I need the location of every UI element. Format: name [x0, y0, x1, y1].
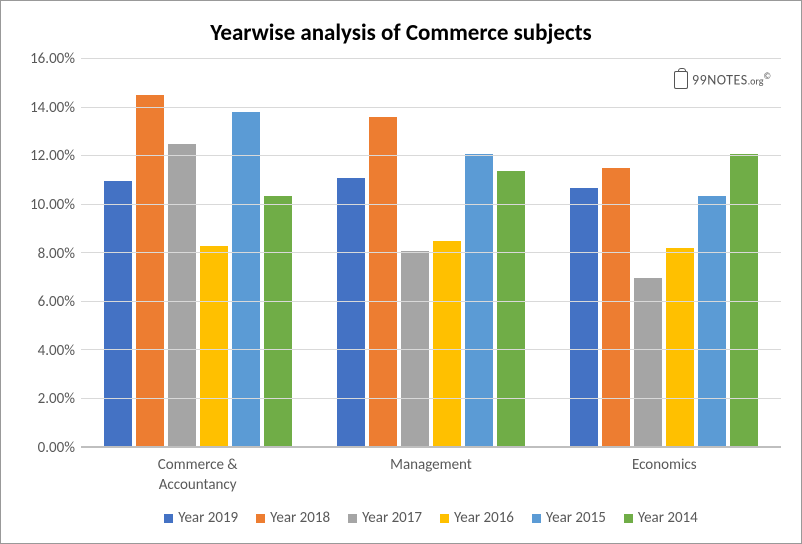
legend-swatch: [256, 514, 265, 523]
gridline: [81, 398, 781, 399]
legend-label: Year 2014: [638, 509, 698, 527]
bar: [698, 196, 726, 447]
x-axis-label: Commerce &Accountancy: [81, 456, 314, 495]
x-axis-label: Economics: [548, 456, 781, 495]
x-axis: Commerce &AccountancyManagementEconomics: [81, 456, 781, 495]
bar: [666, 248, 694, 447]
bar: [570, 188, 598, 447]
legend-item: Year 2018: [256, 509, 330, 527]
y-tick-label: 6.00%: [38, 293, 75, 311]
y-tick-label: 8.00%: [38, 245, 75, 263]
legend-swatch: [348, 514, 357, 523]
legend-item: Year 2014: [624, 509, 698, 527]
gridline: [81, 446, 781, 447]
gridline: [81, 58, 781, 59]
gridline: [81, 349, 781, 350]
y-tick-label: 16.00%: [30, 50, 75, 68]
chart-title: Yearwise analysis of Commerce subjects: [21, 19, 781, 47]
gridline: [81, 155, 781, 156]
gridline: [81, 107, 781, 108]
legend-label: Year 2016: [454, 509, 514, 527]
bar: [200, 246, 228, 447]
bar: [136, 95, 164, 447]
bar: [264, 196, 292, 447]
bar-groups: [81, 59, 781, 447]
legend-label: Year 2019: [178, 509, 238, 527]
legend: Year 2019 Year 2018 Year 2017 Year 2016 Year…: [81, 509, 781, 527]
gridline: [81, 204, 781, 205]
bar: [497, 171, 525, 447]
legend-item: Year 2016: [440, 509, 514, 527]
legend-swatch: [624, 514, 633, 523]
bar-group: [548, 59, 781, 447]
chart-container: Yearwise analysis of Commerce subjects 9…: [0, 0, 802, 544]
y-tick-label: 10.00%: [30, 196, 75, 214]
bar: [104, 181, 132, 447]
legend-swatch: [164, 514, 173, 523]
bar: [634, 278, 662, 447]
y-tick-label: 12.00%: [30, 147, 75, 165]
legend-label: Year 2018: [270, 509, 330, 527]
gridline: [81, 301, 781, 302]
plot-area: [81, 59, 781, 448]
y-tick-label: 2.00%: [38, 390, 75, 408]
legend-label: Year 2015: [546, 509, 606, 527]
bar: [602, 168, 630, 447]
plot-wrap: 0.00%2.00%4.00%6.00%8.00%10.00%12.00%14.…: [21, 59, 781, 448]
y-tick-label: 4.00%: [38, 342, 75, 360]
y-tick-label: 0.00%: [38, 439, 75, 457]
legend-swatch: [532, 514, 541, 523]
legend-item: Year 2015: [532, 509, 606, 527]
y-tick-label: 14.00%: [30, 99, 75, 117]
bar-group: [314, 59, 547, 447]
legend-item: Year 2017: [348, 509, 422, 527]
x-axis-label: Management: [314, 456, 547, 495]
legend-swatch: [440, 514, 449, 523]
y-axis: 0.00%2.00%4.00%6.00%8.00%10.00%12.00%14.…: [21, 59, 81, 448]
gridline: [81, 252, 781, 253]
bar: [337, 178, 365, 447]
bar-group: [81, 59, 314, 447]
legend-item: Year 2019: [164, 509, 238, 527]
legend-label: Year 2017: [362, 509, 422, 527]
bar: [168, 144, 196, 447]
bar: [433, 241, 461, 447]
